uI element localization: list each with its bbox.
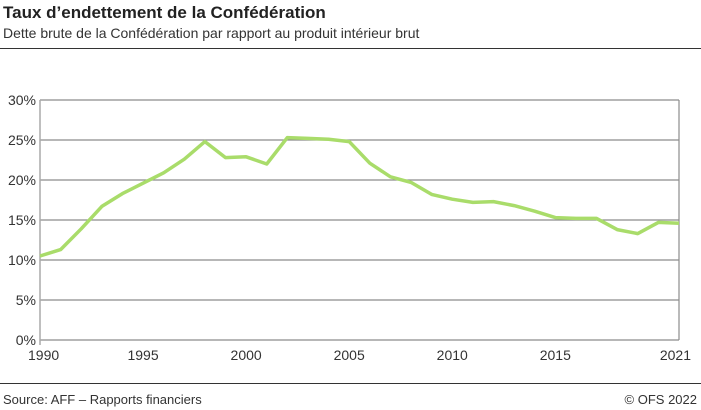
y-tick-label: 5% bbox=[16, 292, 36, 308]
y-tick-label: 20% bbox=[8, 172, 36, 188]
x-tick-label: 2010 bbox=[437, 347, 468, 363]
chart-subtitle: Dette brute de la Confédération par rapp… bbox=[3, 25, 420, 41]
y-tick-label: 25% bbox=[8, 132, 36, 148]
x-tick-label: 1995 bbox=[127, 347, 158, 363]
y-tick-label: 15% bbox=[8, 212, 36, 228]
series-line bbox=[39, 135, 680, 258]
x-tick-label: 2005 bbox=[334, 347, 365, 363]
y-tick-label: 30% bbox=[8, 92, 36, 108]
x-tick-label: 2015 bbox=[540, 347, 571, 363]
x-tick-label: 2000 bbox=[231, 347, 262, 363]
copyright: © OFS 2022 bbox=[624, 392, 697, 407]
chart-title: Taux d’endettement de la Confédération bbox=[3, 3, 326, 22]
source-note: Source: AFF – Rapports financiers bbox=[3, 392, 202, 407]
header-divider bbox=[0, 48, 701, 49]
y-tick-label: 10% bbox=[8, 252, 36, 268]
y-tick-label: 0% bbox=[16, 332, 36, 348]
x-tick-label: 1990 bbox=[28, 347, 59, 363]
x-tick-label: 2021 bbox=[660, 347, 691, 363]
footer-divider bbox=[0, 383, 701, 384]
line-chart: 0% 5% 10% 15% 20% 25% 30% 1990 1995 2000 2005 2010 2… bbox=[8, 92, 691, 363]
